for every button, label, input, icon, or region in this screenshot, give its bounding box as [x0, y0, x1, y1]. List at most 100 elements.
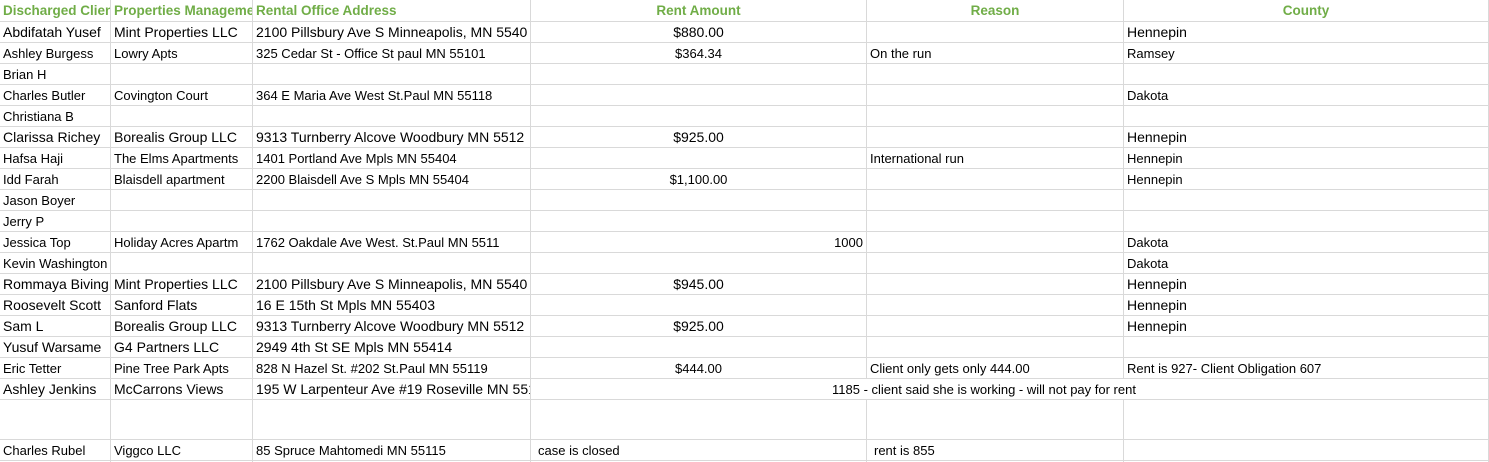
cell-client[interactable]: Rommaya Biving — [0, 274, 111, 295]
cell-client[interactable]: Charles Rubel — [0, 440, 111, 461]
cell-property[interactable]: The Elms Apartments — [111, 148, 253, 169]
cell-rent[interactable]: $925.00 — [531, 316, 867, 337]
cell-address[interactable]: 325 Cedar St - Office St paul MN 55101 — [253, 43, 531, 64]
cell-property[interactable]: Borealis Group LLC — [111, 127, 253, 148]
cell-client[interactable]: Charles Butler — [0, 85, 111, 106]
cell-client[interactable]: Eric Tetter — [0, 358, 111, 379]
cell-address[interactable]: 85 Spruce Mahtomedi MN 55115 — [253, 440, 531, 461]
cell-reason[interactable] — [867, 64, 1124, 85]
cell-rent[interactable] — [531, 106, 867, 127]
cell-client[interactable]: Clarissa Richey — [0, 127, 111, 148]
cell-address[interactable] — [253, 64, 531, 85]
cell-rent[interactable] — [531, 253, 867, 274]
cell-address[interactable]: 1762 Oakdale Ave West. St.Paul MN 5511 — [253, 232, 531, 253]
cell-address[interactable]: 364 E Maria Ave West St.Paul MN 55118 — [253, 85, 531, 106]
column-header-county[interactable]: County — [1124, 0, 1489, 22]
cell-address[interactable] — [253, 253, 531, 274]
cell-address[interactable]: 2100 Pillsbury Ave S Minneapolis, MN 554… — [253, 274, 531, 295]
cell-county[interactable]: Ramsey — [1124, 43, 1489, 64]
cell-reason[interactable] — [867, 127, 1124, 148]
column-header-client[interactable]: Discharged Client — [0, 0, 111, 22]
column-header-address[interactable]: Rental Office Address — [253, 0, 531, 22]
cell-address[interactable]: 9313 Turnberry Alcove Woodbury MN 5512 — [253, 316, 531, 337]
cell-client[interactable]: Kevin Washington — [0, 253, 111, 274]
cell-client[interactable]: Jessica Top — [0, 232, 111, 253]
cell-address[interactable]: 1401 Portland Ave Mpls MN 55404 — [253, 148, 531, 169]
cell-county[interactable]: Hennepin — [1124, 169, 1489, 190]
cell-rent[interactable] — [531, 379, 867, 400]
cell-client[interactable]: Hafsa Haji — [0, 148, 111, 169]
cell-rent[interactable]: $945.00 — [531, 274, 867, 295]
cell-rent[interactable]: $880.00 — [531, 22, 867, 43]
cell-county[interactable]: Hennepin — [1124, 295, 1489, 316]
cell-county[interactable]: Dakota — [1124, 85, 1489, 106]
cell-reason[interactable] — [867, 190, 1124, 211]
cell-county[interactable]: Hennepin — [1124, 127, 1489, 148]
cell-property[interactable] — [111, 106, 253, 127]
cell-address[interactable] — [253, 400, 531, 440]
cell-county[interactable]: Dakota — [1124, 253, 1489, 274]
cell-address[interactable] — [253, 211, 531, 232]
cell-reason[interactable] — [867, 211, 1124, 232]
column-header-reason[interactable]: Reason — [867, 0, 1124, 22]
cell-county[interactable] — [1124, 64, 1489, 85]
cell-county[interactable]: Hennepin — [1124, 274, 1489, 295]
cell-rent[interactable] — [531, 64, 867, 85]
cell-rent[interactable] — [531, 211, 867, 232]
cell-rent[interactable]: $1,100.00 — [531, 169, 867, 190]
cell-client[interactable]: Jason Boyer — [0, 190, 111, 211]
cell-county[interactable] — [1124, 106, 1489, 127]
cell-reason[interactable] — [867, 106, 1124, 127]
cell-rent[interactable] — [531, 400, 867, 440]
cell-rent[interactable] — [531, 85, 867, 106]
cell-rent[interactable]: case is closed — [531, 440, 867, 461]
cell-reason[interactable] — [867, 316, 1124, 337]
column-header-rent[interactable]: Rent Amount — [531, 0, 867, 22]
cell-address[interactable]: 16 E 15th St Mpls MN 55403 — [253, 295, 531, 316]
cell-property[interactable] — [111, 190, 253, 211]
cell-reason[interactable] — [867, 253, 1124, 274]
cell-reason[interactable]: On the run — [867, 43, 1124, 64]
cell-rent[interactable]: $444.00 — [531, 358, 867, 379]
cell-client[interactable]: Sam L — [0, 316, 111, 337]
cell-property[interactable]: Holiday Acres Apartm — [111, 232, 253, 253]
cell-reason[interactable] — [867, 400, 1124, 440]
cell-address[interactable]: 2200 Blaisdell Ave S Mpls MN 55404 — [253, 169, 531, 190]
cell-address[interactable]: 2100 Pillsbury Ave S Minneapolis, MN 554… — [253, 22, 531, 43]
cell-county[interactable] — [1124, 190, 1489, 211]
cell-county[interactable]: Rent is 927- Client Obligation 607 — [1124, 358, 1489, 379]
cell-property[interactable]: Viggco LLC — [111, 440, 253, 461]
cell-rent[interactable] — [531, 295, 867, 316]
column-header-property[interactable]: Properties Manageme — [111, 0, 253, 22]
cell-county[interactable] — [1124, 337, 1489, 358]
cell-property[interactable]: Blaisdell apartment — [111, 169, 253, 190]
cell-address[interactable]: 195 W Larpenteur Ave #19 Roseville MN 55… — [253, 379, 531, 400]
cell-property[interactable]: Borealis Group LLC — [111, 316, 253, 337]
cell-property[interactable]: Covington Court — [111, 85, 253, 106]
cell-client[interactable]: Roosevelt Scott — [0, 295, 111, 316]
cell-rent[interactable] — [531, 190, 867, 211]
cell-rent[interactable]: 1000 — [531, 232, 867, 253]
cell-client[interactable]: Ashley Jenkins — [0, 379, 111, 400]
cell-county[interactable]: Hennepin — [1124, 316, 1489, 337]
cell-address[interactable]: 828 N Hazel St. #202 St.Paul MN 55119 — [253, 358, 531, 379]
cell-client[interactable]: Jerry P — [0, 211, 111, 232]
cell-reason[interactable] — [867, 379, 1124, 400]
cell-client[interactable]: Yusuf Warsame — [0, 337, 111, 358]
cell-county[interactable] — [1124, 211, 1489, 232]
cell-client[interactable]: Christiana B — [0, 106, 111, 127]
cell-reason[interactable] — [867, 169, 1124, 190]
cell-reason[interactable] — [867, 295, 1124, 316]
cell-address[interactable]: 2949 4th St SE Mpls MN 55414 — [253, 337, 531, 358]
cell-property[interactable]: Sanford Flats — [111, 295, 253, 316]
cell-reason[interactable] — [867, 85, 1124, 106]
cell-address[interactable] — [253, 190, 531, 211]
cell-rent[interactable] — [531, 337, 867, 358]
cell-rent[interactable] — [531, 148, 867, 169]
cell-county[interactable]: Hennepin — [1124, 22, 1489, 43]
cell-client[interactable]: Idd Farah — [0, 169, 111, 190]
cell-property[interactable] — [111, 253, 253, 274]
cell-property[interactable]: G4 Partners LLC — [111, 337, 253, 358]
cell-county[interactable] — [1124, 440, 1489, 461]
cell-property[interactable]: McCarrons Views — [111, 379, 253, 400]
